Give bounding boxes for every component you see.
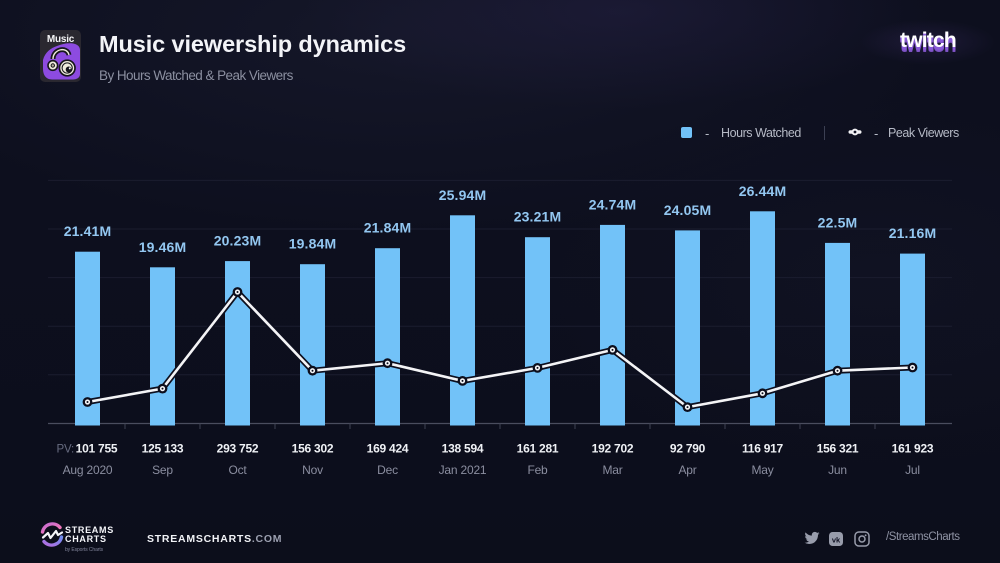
svg-text:92 790: 92 790	[670, 442, 706, 456]
svg-text:23.21M: 23.21M	[514, 209, 562, 225]
svg-text:101 755: 101 755	[76, 442, 118, 456]
svg-text:24.05M: 24.05M	[664, 202, 712, 218]
svg-text:Oct: Oct	[228, 463, 247, 477]
svg-text:24.74M: 24.74M	[589, 196, 637, 212]
svg-text:125 133: 125 133	[142, 442, 184, 456]
svg-text:Nov: Nov	[302, 463, 323, 477]
svg-text:116 917: 116 917	[742, 442, 784, 456]
svg-text:21.16M: 21.16M	[889, 225, 937, 241]
svg-text:21.41M: 21.41M	[64, 223, 112, 239]
svg-text:20.23M: 20.23M	[214, 233, 262, 249]
svg-text:138 594: 138 594	[442, 442, 484, 456]
svg-text:169 424: 169 424	[367, 442, 409, 456]
svg-text:156 321: 156 321	[817, 442, 859, 456]
svg-text:Dec: Dec	[377, 463, 398, 477]
svg-text:Music: Music	[47, 34, 75, 45]
svg-text:May: May	[751, 463, 773, 477]
svg-text:25.94M: 25.94M	[439, 187, 487, 203]
svg-text:Jun: Jun	[828, 463, 847, 477]
svg-text:192 702: 192 702	[592, 442, 634, 456]
svg-text:26.44M: 26.44M	[739, 183, 787, 199]
svg-text:161 923: 161 923	[892, 442, 934, 456]
svg-text:Mar: Mar	[602, 463, 622, 477]
svg-text:22.5M: 22.5M	[818, 214, 858, 230]
svg-text:Apr: Apr	[678, 463, 696, 477]
svg-text:21.84M: 21.84M	[364, 220, 412, 236]
svg-text:Sep: Sep	[152, 463, 173, 477]
svg-text:161 281: 161 281	[517, 442, 559, 456]
svg-text:293 752: 293 752	[217, 442, 259, 456]
svg-text:Jul: Jul	[905, 463, 920, 477]
svg-text:Feb: Feb	[527, 463, 548, 477]
svg-text:Aug 2020: Aug 2020	[63, 463, 113, 477]
svg-text:19.46M: 19.46M	[139, 239, 187, 255]
svg-text:PV:: PV:	[56, 444, 74, 456]
svg-text:Jan 2021: Jan 2021	[439, 463, 487, 477]
svg-text:156 302: 156 302	[292, 442, 334, 456]
svg-text:19.84M: 19.84M	[289, 236, 337, 252]
svg-text:vk: vk	[832, 535, 841, 544]
